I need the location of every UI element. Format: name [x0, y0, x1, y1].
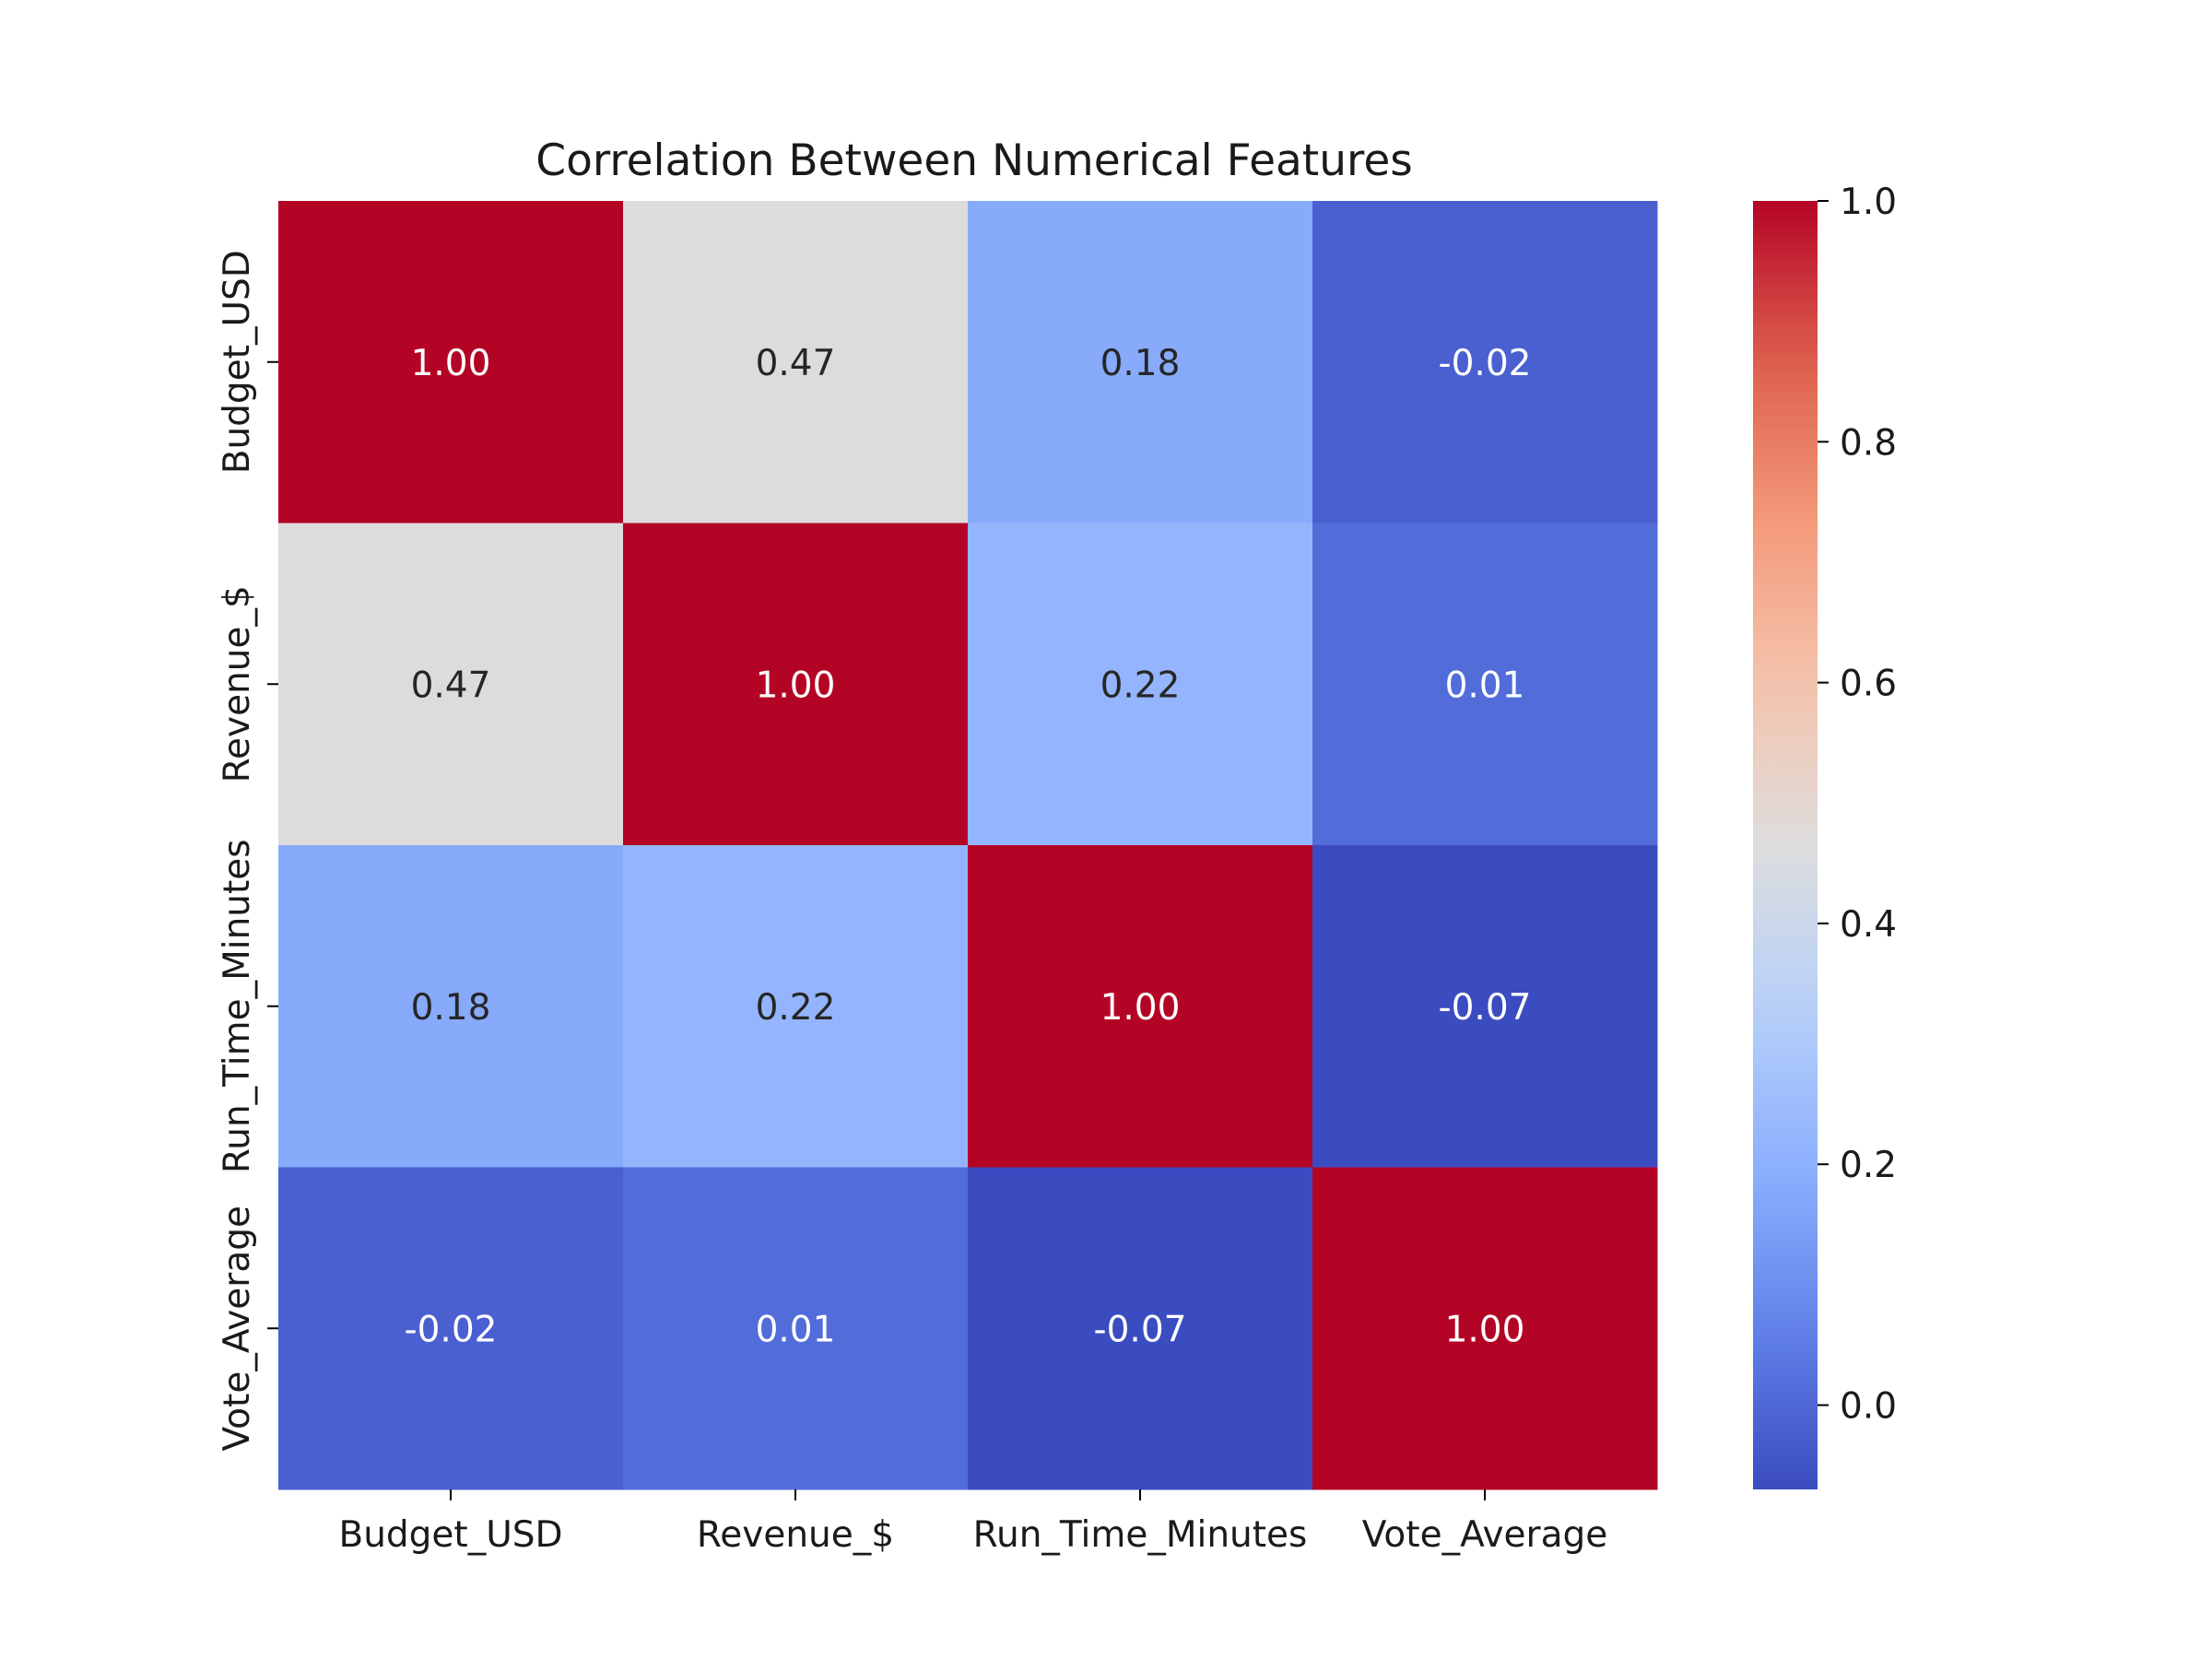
- x-tick-label: Vote_Average: [1362, 1514, 1607, 1556]
- colorbar-tick-label: 0.0: [1840, 1386, 1897, 1428]
- cell-value-label: 1.00: [411, 343, 491, 384]
- y-tick-label: Revenue_$: [217, 585, 258, 782]
- colorbar: 0.0 0.2 0.4 0.6 0.8 1.0: [1753, 182, 1897, 1489]
- cell-value-label: 0.01: [756, 1309, 836, 1350]
- heatmap-cell: [623, 1167, 969, 1490]
- heatmap-cell: [278, 1167, 624, 1490]
- cell-value-label: 0.47: [756, 343, 836, 384]
- heatmap-cell: [278, 845, 624, 1168]
- cell-value-label: 0.18: [411, 987, 491, 1029]
- cell-value-label: 0.22: [756, 987, 836, 1029]
- colorbar-tick-label: 1.0: [1840, 182, 1897, 223]
- cell-value-label: 1.00: [1445, 1309, 1525, 1350]
- heatmap-cell: [1312, 845, 1658, 1168]
- cell-value-label: 0.01: [1445, 665, 1525, 706]
- cell-value-label: 0.47: [411, 665, 491, 706]
- heatmap-cell: [623, 523, 969, 846]
- heatmap-cell: [968, 201, 1313, 524]
- heatmap-cell: [278, 201, 624, 524]
- heatmap-cell: [1312, 523, 1658, 846]
- y-axis-tick-labels: Budget_USD Revenue_$ Run_Time_Minutes Vote_…: [217, 250, 278, 1451]
- colorbar-tick-label: 0.4: [1840, 904, 1897, 946]
- heatmap-cell: [623, 845, 969, 1168]
- colorbar-gradient: [1753, 201, 1818, 1489]
- heatmap-cell: [1312, 1167, 1658, 1490]
- heatmap-cell: [623, 201, 969, 524]
- cell-value-label: -0.02: [405, 1309, 498, 1350]
- heatmap-cell: [968, 523, 1313, 846]
- x-axis-tick-labels: Budget_USD Revenue_$ Run_Time_Minutes Vote_…: [338, 1489, 1607, 1556]
- cell-value-label: 1.00: [1100, 987, 1181, 1029]
- heatmap-cells: 1.00 0.47 0.18 -0.02 0.47 1.00 0.22 0.01 0.18 0.2…: [278, 201, 1658, 1490]
- x-tick-label: Run_Time_Minutes: [973, 1514, 1308, 1556]
- heatmap-cell: [278, 523, 624, 846]
- colorbar-tick-label: 0.6: [1840, 664, 1897, 705]
- heatmap-cell: [968, 845, 1313, 1168]
- x-tick-label: Budget_USD: [338, 1514, 562, 1556]
- heatmap-cell: [1312, 201, 1658, 524]
- y-tick-label: Run_Time_Minutes: [217, 839, 258, 1173]
- cell-value-label: -0.07: [1439, 987, 1532, 1029]
- cell-value-label: 0.22: [1100, 665, 1181, 706]
- cell-value-label: 0.18: [1100, 343, 1181, 384]
- x-tick-label: Revenue_$: [697, 1514, 894, 1556]
- chart-title: Correlation Between Numerical Features: [535, 135, 1412, 186]
- colorbar-tick-label: 0.8: [1840, 422, 1897, 464]
- y-tick-label: Budget_USD: [217, 250, 258, 474]
- cell-value-label: -0.02: [1439, 343, 1532, 384]
- cell-value-label: 1.00: [756, 665, 836, 706]
- heatmap-cell: [968, 1167, 1313, 1490]
- y-tick-label: Vote_Average: [217, 1206, 258, 1451]
- colorbar-tick-label: 0.2: [1840, 1145, 1897, 1186]
- cell-value-label: -0.07: [1094, 1309, 1187, 1350]
